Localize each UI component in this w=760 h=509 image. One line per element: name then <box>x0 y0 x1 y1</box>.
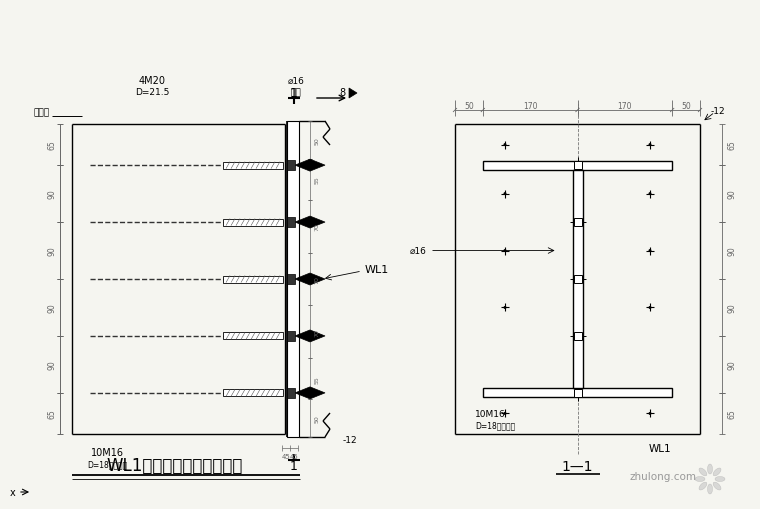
Ellipse shape <box>708 464 713 474</box>
Bar <box>574 162 581 170</box>
Polygon shape <box>295 273 325 286</box>
Ellipse shape <box>699 468 707 476</box>
Bar <box>572 171 582 388</box>
Text: ⌀16: ⌀16 <box>287 76 305 86</box>
Text: 90: 90 <box>727 246 736 256</box>
Text: zhulong.com: zhulong.com <box>629 471 696 481</box>
Text: 45: 45 <box>282 453 290 459</box>
Text: ⌀16: ⌀16 <box>410 246 427 256</box>
Polygon shape <box>349 89 357 99</box>
Text: 50: 50 <box>315 414 319 422</box>
Bar <box>574 275 581 284</box>
Text: 90: 90 <box>727 360 736 370</box>
Bar <box>223 333 283 340</box>
Text: -12: -12 <box>711 106 725 115</box>
Text: 90: 90 <box>48 189 56 199</box>
Text: 65: 65 <box>727 409 736 418</box>
Circle shape <box>648 249 651 252</box>
Text: WL1与原结构连接图（铰）: WL1与原结构连接图（铰） <box>107 456 243 474</box>
Text: 90: 90 <box>48 246 56 256</box>
Text: 90: 90 <box>48 360 56 370</box>
Text: 70: 70 <box>315 275 319 284</box>
Text: 50: 50 <box>464 101 473 110</box>
Text: 90: 90 <box>48 303 56 313</box>
Text: WL1: WL1 <box>649 443 671 453</box>
Bar <box>287 274 295 285</box>
Text: 原结构: 原结构 <box>34 108 50 117</box>
Bar <box>574 219 581 227</box>
Text: 90: 90 <box>727 189 736 199</box>
Text: 1—1: 1—1 <box>562 459 594 473</box>
Bar <box>223 219 283 226</box>
Text: 50: 50 <box>315 136 319 145</box>
Text: 4M20: 4M20 <box>138 76 166 86</box>
Ellipse shape <box>713 482 721 490</box>
Circle shape <box>504 144 506 147</box>
Text: 50: 50 <box>681 101 691 110</box>
Bar <box>223 162 283 169</box>
Text: 170: 170 <box>618 101 632 110</box>
Text: 65: 65 <box>48 140 56 150</box>
Text: D=18（优选）: D=18（优选） <box>475 420 515 430</box>
Bar <box>223 276 283 283</box>
Text: 90: 90 <box>727 303 736 313</box>
Text: WL1: WL1 <box>365 265 389 274</box>
Text: 10M16: 10M16 <box>90 447 124 457</box>
Circle shape <box>504 412 506 415</box>
Bar <box>287 388 295 398</box>
Bar <box>574 332 581 341</box>
Text: 8: 8 <box>339 88 345 98</box>
Bar <box>483 388 672 398</box>
Bar <box>287 161 295 171</box>
Bar <box>287 331 295 341</box>
Circle shape <box>648 144 651 147</box>
Text: 55: 55 <box>315 375 319 383</box>
Text: 垫件: 垫件 <box>290 89 302 97</box>
Polygon shape <box>295 387 325 399</box>
Circle shape <box>648 306 651 309</box>
Text: 55: 55 <box>315 176 319 184</box>
Text: 170: 170 <box>523 101 537 110</box>
Text: 70: 70 <box>315 223 319 231</box>
Text: D=21.5: D=21.5 <box>135 88 169 96</box>
Circle shape <box>504 249 506 252</box>
Bar <box>223 389 283 397</box>
Bar <box>574 389 581 397</box>
Circle shape <box>504 193 506 195</box>
Polygon shape <box>295 160 325 172</box>
Text: D=18（优选）: D=18（优选） <box>87 460 127 469</box>
Bar <box>287 218 295 228</box>
Text: 1: 1 <box>290 460 298 472</box>
Text: x: x <box>10 487 16 497</box>
Text: 45: 45 <box>290 453 299 459</box>
Text: -12: -12 <box>343 436 357 445</box>
Text: 10M16: 10M16 <box>475 410 505 419</box>
Ellipse shape <box>695 476 705 482</box>
Text: 1: 1 <box>290 87 298 99</box>
Bar <box>287 122 299 437</box>
Circle shape <box>648 412 651 415</box>
Polygon shape <box>295 330 325 342</box>
Circle shape <box>648 193 651 195</box>
Ellipse shape <box>715 476 725 482</box>
Text: 70: 70 <box>315 328 319 336</box>
Bar <box>483 161 672 171</box>
Ellipse shape <box>699 482 707 490</box>
Text: 65: 65 <box>48 409 56 418</box>
Circle shape <box>504 306 506 309</box>
Text: 65: 65 <box>727 140 736 150</box>
Ellipse shape <box>713 468 721 476</box>
Ellipse shape <box>708 484 713 494</box>
Polygon shape <box>295 217 325 229</box>
